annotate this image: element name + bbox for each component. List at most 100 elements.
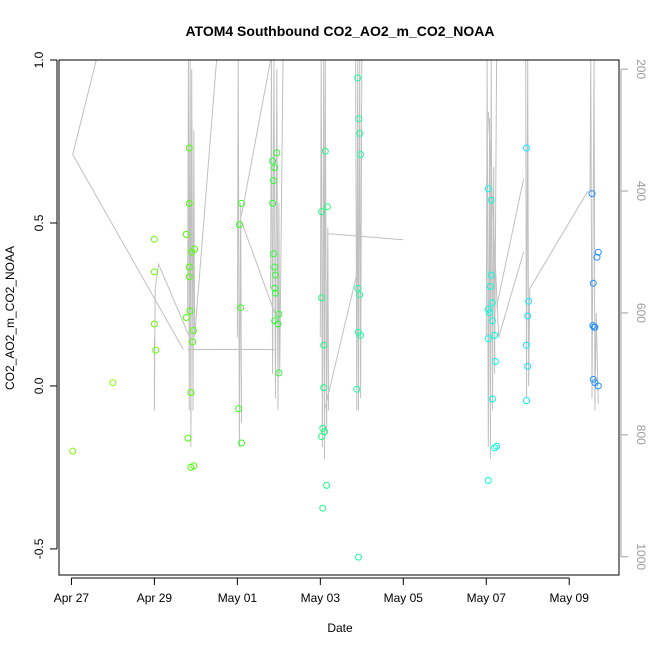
data-point (357, 151, 365, 158)
data-point (493, 442, 501, 450)
data-point (271, 284, 279, 292)
y-tick-label: 1.0 (32, 51, 46, 68)
data-point (185, 273, 193, 281)
data-point (591, 323, 599, 331)
data-point (182, 230, 190, 238)
data-point (272, 271, 279, 279)
data-point (489, 299, 496, 307)
data-point (524, 362, 532, 370)
data-point (523, 144, 530, 152)
data-point (354, 284, 362, 292)
data-point (594, 248, 602, 256)
data-point (356, 291, 364, 299)
data-point (270, 177, 277, 185)
data-point (238, 199, 245, 207)
data-point (150, 320, 158, 328)
data-point (271, 263, 279, 271)
data-point (357, 331, 365, 339)
data-point (150, 235, 158, 243)
data-point (491, 331, 499, 339)
data-point (484, 185, 492, 193)
x-axis: Apr 27 Apr 29 May 01 May 03 May 05 May 07 May … (54, 577, 590, 605)
x-tick-label: Apr 29 (137, 591, 173, 605)
pressure-line (487, 111, 525, 338)
data-point (152, 346, 160, 354)
y2-tick-label: 800 (634, 425, 648, 445)
data-point (189, 338, 197, 346)
data-point (235, 405, 243, 413)
data-point (186, 307, 194, 315)
data-point (191, 245, 199, 253)
pressure-line (319, 59, 330, 460)
data-point (319, 504, 327, 512)
data-point (353, 385, 361, 393)
y2-tick-label: 200 (634, 59, 648, 79)
data-point (318, 433, 326, 440)
data-point (589, 279, 597, 287)
data-point (323, 203, 331, 211)
x-tick-label: May 07 (467, 591, 507, 605)
y2-tick-label: 600 (634, 303, 648, 323)
data-point (491, 444, 499, 452)
data-point (489, 395, 496, 403)
data-point (524, 312, 532, 320)
data-point (189, 327, 197, 334)
data-point (237, 304, 245, 312)
data-point (272, 289, 279, 297)
data-point (319, 424, 327, 432)
data-point (487, 196, 495, 204)
y2-axis: 200 400 600 800 1000 (620, 59, 648, 570)
data-point (486, 309, 494, 317)
pressure-line (241, 221, 276, 314)
pressure-line (153, 262, 191, 411)
data-point (270, 250, 277, 258)
data-point (489, 317, 496, 325)
data-point (318, 208, 326, 216)
y-axis: -0.5 0.0 0.5 1.0 (32, 51, 58, 559)
data-point (109, 379, 117, 387)
data-point (185, 144, 193, 152)
data-point (486, 283, 494, 290)
data-point (355, 553, 362, 561)
plot-frame (58, 59, 620, 576)
pressure-line (241, 59, 272, 216)
data-point (589, 322, 597, 330)
y2-tick-label: 400 (634, 181, 648, 201)
data-point (184, 434, 192, 442)
y-tick-label: -0.5 (32, 538, 46, 559)
x-tick-label: May 09 (550, 591, 590, 605)
pressure-line (324, 270, 359, 411)
y2-tick-label: 1000 (634, 543, 648, 570)
data-points (69, 74, 602, 561)
data-point (275, 310, 283, 318)
chart-title: ATOM4 Southbound CO2_AO2_m_CO2_NOAA (185, 23, 494, 39)
y-axis-label: CO2_AO2_m_CO2_NOAA (3, 246, 17, 390)
data-point (269, 199, 277, 207)
pressure-line (72, 59, 97, 155)
pressure-line (496, 178, 525, 307)
data-point (182, 314, 190, 321)
data-point (187, 389, 195, 396)
data-point (190, 462, 198, 470)
data-point (320, 384, 328, 392)
data-point (69, 447, 77, 455)
data-point (274, 320, 282, 328)
data-point (275, 369, 283, 377)
data-point (525, 297, 533, 305)
data-point (185, 199, 193, 207)
data-point (273, 149, 281, 157)
data-point (321, 147, 329, 155)
data-point (150, 268, 158, 276)
data-point (269, 157, 277, 165)
data-point (523, 341, 530, 349)
pressure-lines (72, 59, 599, 460)
x-tick-label: May 01 (218, 591, 258, 605)
data-point (238, 439, 245, 447)
data-point (523, 397, 530, 405)
data-point (185, 263, 193, 271)
data-point (323, 481, 331, 489)
data-point (355, 115, 363, 123)
data-point (318, 294, 326, 302)
pressure-line (485, 59, 498, 460)
